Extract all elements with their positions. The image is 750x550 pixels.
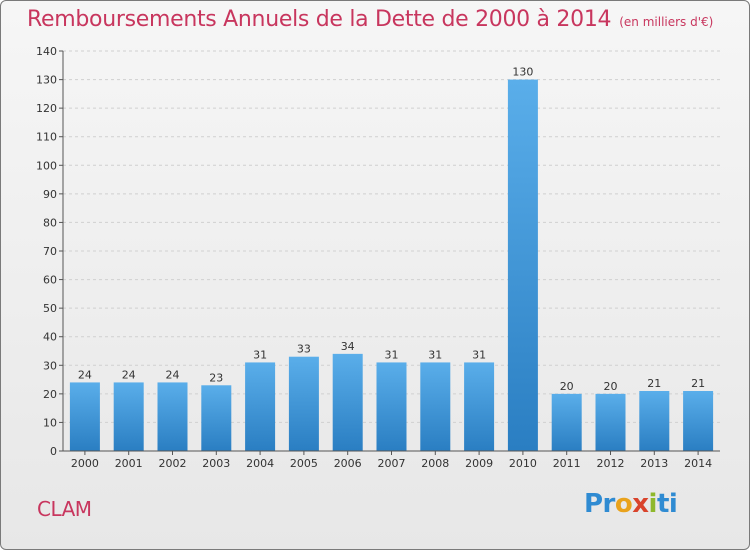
value-label-2002: 24 — [166, 368, 180, 381]
x-tick-label-2009: 2009 — [465, 457, 493, 470]
chart-title-text: Remboursements Annuels de la Dette de 20… — [27, 7, 612, 32]
y-tick-label-120: 120 — [36, 102, 57, 115]
bar-2010 — [507, 79, 538, 452]
bar-2002 — [157, 382, 188, 451]
bar-2012 — [595, 393, 626, 451]
x-tick-label-2004: 2004 — [246, 457, 274, 470]
value-label-2001: 24 — [122, 368, 136, 381]
x-tick-label-2013: 2013 — [640, 457, 668, 470]
value-label-2003: 23 — [209, 371, 223, 384]
x-tick-label-2011: 2011 — [553, 457, 581, 470]
y-tick-label-70: 70 — [43, 245, 57, 258]
x-tick-label-2000: 2000 — [71, 457, 99, 470]
y-tick-label-130: 130 — [36, 74, 57, 87]
y-tick-label-100: 100 — [36, 159, 57, 172]
value-label-2014: 21 — [691, 377, 705, 390]
bar-2004 — [245, 362, 276, 451]
x-tick-label-2003: 2003 — [202, 457, 230, 470]
y-tick-label-90: 90 — [43, 188, 57, 201]
x-tick-label-2014: 2014 — [684, 457, 712, 470]
bar-2008 — [420, 362, 451, 451]
chart-subtitle: (en milliers d'€) — [619, 15, 714, 29]
proxiti-logo: Proxiti — [584, 489, 678, 519]
y-tick-label-10: 10 — [43, 416, 57, 429]
value-label-2004: 31 — [253, 348, 267, 361]
bar-2003 — [201, 385, 232, 451]
value-label-2008: 31 — [428, 348, 442, 361]
y-tick-label-60: 60 — [43, 274, 57, 287]
value-label-2000: 24 — [78, 368, 92, 381]
y-tick-label-140: 140 — [36, 45, 57, 58]
value-label-2005: 33 — [297, 343, 311, 356]
commune-name: CLAM — [37, 497, 92, 521]
x-tick-label-2010: 2010 — [509, 457, 537, 470]
x-tick-label-2005: 2005 — [290, 457, 318, 470]
bar-2009 — [464, 362, 495, 451]
x-tick-label-2006: 2006 — [334, 457, 362, 470]
bar-2005 — [288, 356, 319, 451]
x-tick-label-2008: 2008 — [421, 457, 449, 470]
value-label-2013: 21 — [647, 377, 661, 390]
bar-2000 — [69, 382, 100, 451]
value-label-2007: 31 — [385, 348, 399, 361]
bar-2001 — [113, 382, 144, 451]
x-tick-label-2007: 2007 — [378, 457, 406, 470]
bar-2011 — [551, 393, 582, 451]
y-tick-label-40: 40 — [43, 331, 57, 344]
y-tick-label-0: 0 — [50, 445, 57, 458]
x-tick-label-2002: 2002 — [159, 457, 187, 470]
value-label-2010: 130 — [512, 66, 533, 79]
bar-2013 — [639, 391, 670, 451]
y-tick-label-20: 20 — [43, 388, 57, 401]
value-label-2006: 34 — [341, 340, 355, 353]
chart-title: Remboursements Annuels de la Dette de 20… — [27, 7, 713, 32]
value-label-2011: 20 — [560, 380, 574, 393]
axes: 0 10 20 30 40 50 60 70 80 90 100 110 120 130 140 2000 20… — [36, 45, 720, 470]
y-tick-label-110: 110 — [36, 131, 57, 144]
value-label-2009: 31 — [472, 348, 486, 361]
y-tick-label-80: 80 — [43, 216, 57, 229]
x-tick-label-2012: 2012 — [597, 457, 625, 470]
bar-2007 — [376, 362, 407, 451]
bar-2014 — [683, 391, 714, 451]
y-tick-label-30: 30 — [43, 359, 57, 372]
bars: 24 24 24 23 31 33 34 31 31 31 130 20 20 21 21 — [69, 66, 714, 452]
x-tick-label-2001: 2001 — [115, 457, 143, 470]
y-tick-label-50: 50 — [43, 302, 57, 315]
bar-2006 — [332, 353, 363, 451]
value-label-2012: 20 — [604, 380, 618, 393]
